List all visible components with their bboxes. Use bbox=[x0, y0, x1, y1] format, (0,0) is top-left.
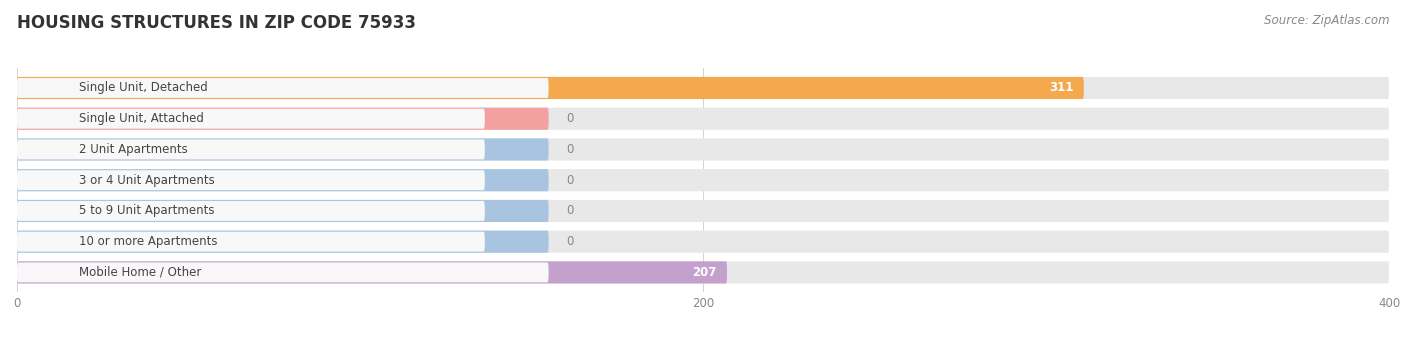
Text: Mobile Home / Other: Mobile Home / Other bbox=[79, 266, 201, 279]
FancyBboxPatch shape bbox=[17, 170, 485, 190]
Text: 0: 0 bbox=[565, 112, 574, 125]
Text: 2 Unit Apartments: 2 Unit Apartments bbox=[79, 143, 187, 156]
Text: 0: 0 bbox=[565, 204, 574, 218]
FancyBboxPatch shape bbox=[17, 261, 727, 284]
Text: 207: 207 bbox=[692, 266, 717, 279]
FancyBboxPatch shape bbox=[17, 200, 1389, 222]
Text: Single Unit, Attached: Single Unit, Attached bbox=[79, 112, 204, 125]
Text: Single Unit, Detached: Single Unit, Detached bbox=[79, 82, 207, 95]
Text: HOUSING STRUCTURES IN ZIP CODE 75933: HOUSING STRUCTURES IN ZIP CODE 75933 bbox=[17, 14, 416, 32]
Text: 0: 0 bbox=[565, 174, 574, 187]
FancyBboxPatch shape bbox=[17, 77, 1084, 99]
FancyBboxPatch shape bbox=[17, 231, 1389, 253]
FancyBboxPatch shape bbox=[17, 77, 1389, 99]
Text: 311: 311 bbox=[1049, 82, 1074, 95]
FancyBboxPatch shape bbox=[17, 169, 1389, 191]
FancyBboxPatch shape bbox=[17, 108, 1389, 130]
FancyBboxPatch shape bbox=[17, 201, 485, 221]
FancyBboxPatch shape bbox=[17, 138, 1389, 160]
Text: 0: 0 bbox=[565, 143, 574, 156]
Text: 0: 0 bbox=[565, 235, 574, 248]
FancyBboxPatch shape bbox=[17, 109, 485, 129]
FancyBboxPatch shape bbox=[17, 78, 548, 98]
Text: 3 or 4 Unit Apartments: 3 or 4 Unit Apartments bbox=[79, 174, 214, 187]
Text: 10 or more Apartments: 10 or more Apartments bbox=[79, 235, 217, 248]
FancyBboxPatch shape bbox=[17, 138, 548, 160]
FancyBboxPatch shape bbox=[17, 231, 548, 253]
FancyBboxPatch shape bbox=[17, 108, 548, 130]
FancyBboxPatch shape bbox=[17, 232, 485, 252]
FancyBboxPatch shape bbox=[17, 169, 548, 191]
FancyBboxPatch shape bbox=[17, 262, 548, 283]
FancyBboxPatch shape bbox=[17, 200, 548, 222]
Text: Source: ZipAtlas.com: Source: ZipAtlas.com bbox=[1264, 14, 1389, 27]
FancyBboxPatch shape bbox=[17, 139, 485, 159]
FancyBboxPatch shape bbox=[17, 261, 1389, 284]
Text: 5 to 9 Unit Apartments: 5 to 9 Unit Apartments bbox=[79, 204, 214, 218]
